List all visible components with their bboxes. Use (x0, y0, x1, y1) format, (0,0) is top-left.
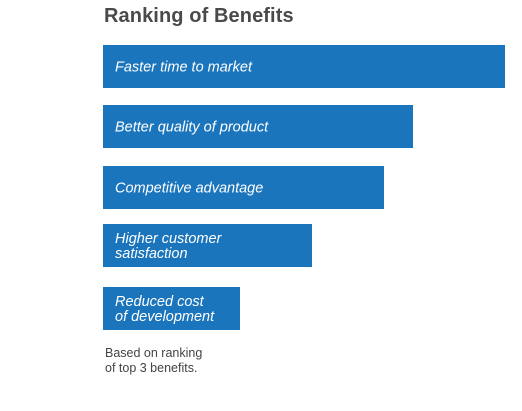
bar-1 (103, 45, 505, 88)
bar-3 (103, 166, 384, 209)
chart-title: Ranking of Benefits (104, 5, 294, 27)
bar-label-2: Better quality of product (115, 120, 269, 136)
bar-label-3: Competitive advantage (115, 181, 263, 197)
bar-2 (103, 105, 413, 148)
chart-footnote: Based on ranking of top 3 benefits. (105, 346, 202, 376)
chart-footnote-line: of top 3 benefits. (105, 361, 198, 375)
bar-4 (103, 224, 312, 267)
bar-label-1: Faster time to market (115, 60, 253, 76)
bar-label-5: Reduced cost of development (115, 294, 215, 325)
bar-5 (103, 287, 240, 330)
chart-footnote-line: Based on ranking (105, 346, 203, 360)
bar-label-4: Higher customer satisfaction (115, 231, 223, 262)
